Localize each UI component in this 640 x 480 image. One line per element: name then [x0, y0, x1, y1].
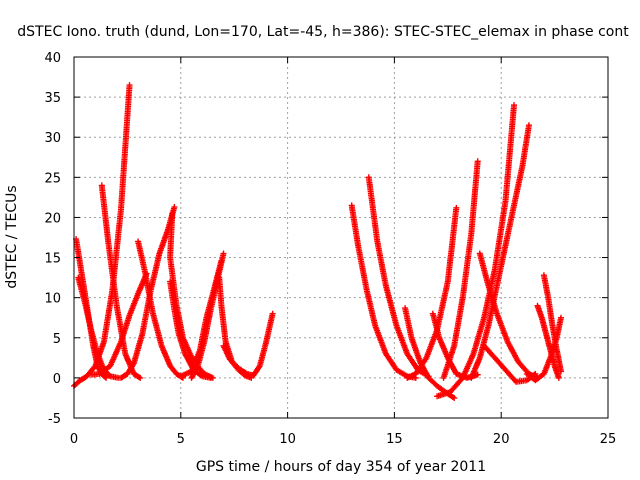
y-tick-label: 30 [44, 131, 61, 146]
x-tick-label: 25 [600, 432, 617, 447]
chart-title: dSTEC Iono. truth (dund, Lon=170, Lat=-4… [17, 24, 629, 40]
data-arc [348, 202, 419, 381]
y-tick-label: 15 [44, 252, 61, 267]
data-arc [468, 122, 532, 381]
data-arc [523, 314, 565, 384]
data-point-markers [468, 122, 532, 381]
x-tick-label: 10 [279, 432, 296, 447]
grid-layer [74, 57, 608, 418]
data-point-markers [75, 274, 122, 381]
data-point-markers [135, 238, 186, 381]
data-point-markers [220, 310, 276, 379]
data-arc [135, 238, 186, 381]
y-tick-label: 35 [44, 91, 61, 106]
data-layer [71, 82, 565, 401]
y-tick-label: 5 [53, 332, 61, 347]
x-tick-label: 0 [70, 432, 78, 447]
data-point-markers [476, 250, 541, 381]
data-arc [476, 250, 541, 381]
y-tick-label: 20 [44, 211, 61, 226]
data-arc [434, 102, 518, 400]
x-tick-label: 5 [177, 432, 185, 447]
data-point-markers [167, 210, 216, 381]
data-point-markers [88, 270, 150, 378]
y-tick-label: 10 [44, 292, 61, 307]
data-arc [75, 274, 122, 381]
y-tick-label: -5 [48, 412, 61, 427]
data-point-markers [523, 314, 565, 384]
data-point-markers [348, 202, 419, 381]
data-point-markers [365, 174, 432, 380]
x-axis-label: GPS time / hours of day 354 of year 2011 [196, 459, 486, 475]
data-point-markers [434, 102, 518, 400]
data-arc [88, 270, 150, 378]
x-tick-label: 15 [386, 432, 403, 447]
data-arc [440, 158, 481, 381]
y-tick-label: 40 [44, 51, 61, 66]
x-tick-label: 20 [493, 432, 510, 447]
y-tick-label: 25 [44, 171, 61, 186]
data-point-markers [440, 158, 481, 381]
data-arc [365, 174, 432, 380]
y-axis-label: dSTEC / TECUs [4, 185, 20, 288]
y-tick-label: 0 [53, 372, 61, 387]
data-arc [167, 210, 216, 381]
tick-layer: 0 5 10 15 20 25 -5 0 5 10 15 20 25 30 35 40 [44, 51, 616, 447]
plot-frame [73, 56, 609, 419]
data-arc [220, 310, 276, 379]
